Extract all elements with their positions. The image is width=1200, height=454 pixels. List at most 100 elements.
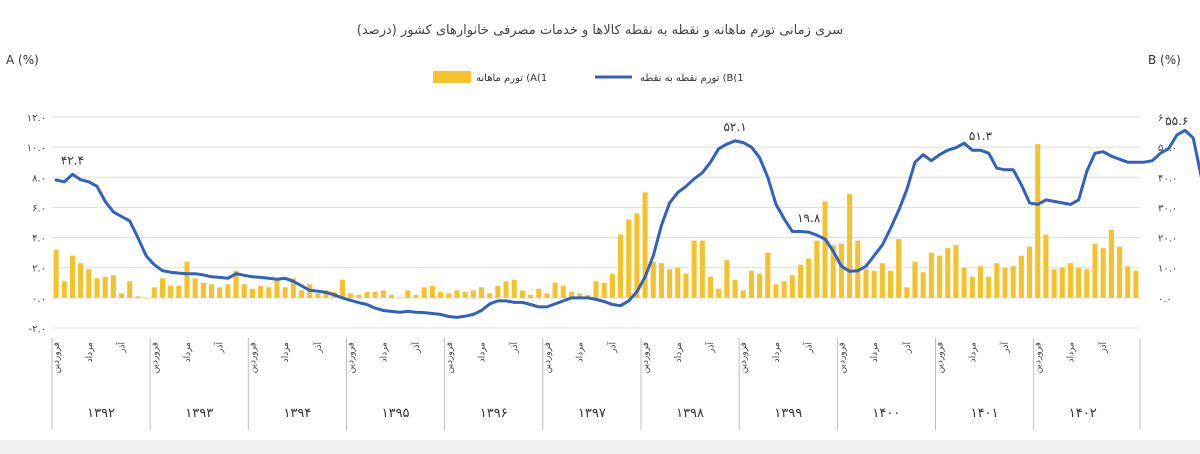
line-point [357, 301, 360, 304]
bar [519, 290, 525, 298]
month-tick-label: فروردین [543, 342, 553, 373]
line-point [55, 179, 57, 181]
line-point [578, 297, 581, 299]
bar [1108, 230, 1114, 298]
bar [994, 263, 1000, 298]
bar [961, 267, 967, 298]
bar [176, 285, 182, 298]
line-point [611, 303, 614, 306]
line-point [96, 185, 98, 188]
month-tick-label: آذر [705, 342, 717, 354]
line-point [497, 300, 499, 302]
year-label: ۱۳۹۷ [578, 406, 606, 421]
bar [127, 281, 133, 298]
line-point [914, 161, 916, 164]
line-point [766, 176, 769, 179]
year-label: ۱۳۹۴ [283, 406, 311, 421]
bar [192, 278, 198, 298]
line-point [88, 181, 90, 183]
month-tick-label: فروردین [150, 342, 160, 373]
line-point [505, 300, 507, 302]
month-tick-label: آذر [901, 342, 913, 354]
month-tick-label: آذر [803, 342, 815, 354]
bar [274, 279, 280, 298]
line-point [1086, 170, 1088, 173]
year-label: ۱۳۹۳ [185, 406, 213, 421]
bar [168, 285, 174, 298]
line-point [758, 156, 761, 159]
line-point [447, 315, 450, 318]
bar [691, 240, 697, 298]
bar [184, 261, 190, 298]
line-point [317, 290, 319, 293]
month-tick-label: فروردین [52, 342, 62, 373]
line-point [243, 274, 246, 277]
bar [1125, 266, 1131, 298]
line-point [554, 303, 556, 305]
line-point [848, 270, 851, 273]
line-point [439, 313, 442, 316]
bar [609, 273, 615, 298]
bar [1092, 243, 1098, 298]
bar [675, 267, 681, 298]
bar [797, 264, 804, 298]
line-point [685, 185, 687, 188]
left-axis-label: A (%) [6, 53, 39, 67]
year-label: ۱۳۹۵ [382, 406, 410, 421]
bar [421, 287, 427, 298]
month-tick-label: مرداد [968, 342, 978, 362]
data-label: ۵۲.۱ [723, 120, 746, 134]
bar [789, 275, 795, 298]
line-point [1176, 134, 1178, 136]
left-axis-ticks: -۲.۰ ۰.۰ ۲.۰ ۴.۰ ۶.۰ ۸.۰ ۱۰.۰ ۱۲.۰ [27, 113, 46, 335]
legend-bar-label: تورم ماهانه (A(1 [476, 73, 547, 84]
line-point [227, 277, 229, 280]
line-point [1004, 168, 1006, 171]
bar [544, 293, 550, 298]
line-point [218, 276, 221, 279]
line-point [398, 311, 401, 314]
bar [405, 290, 411, 298]
line-point [382, 309, 385, 312]
line-point [1036, 203, 1039, 206]
line-point [341, 297, 344, 299]
line-point [537, 306, 540, 308]
bar [225, 284, 231, 298]
month-tick-label: آذر [312, 342, 324, 354]
bar [1100, 248, 1106, 298]
month-tick-label: فروردین [248, 342, 258, 373]
right-axis-label: B (%) [1148, 53, 1181, 67]
left-tick-label: ۱۰.۰ [27, 143, 46, 154]
line-point [946, 149, 949, 151]
bar [1043, 234, 1049, 298]
line-point [415, 311, 417, 314]
month-tick-label: مرداد [379, 342, 389, 362]
line-point [742, 141, 745, 144]
bar [1002, 267, 1008, 298]
bar [53, 249, 59, 298]
bar [577, 293, 583, 298]
month-tick-label: مرداد [85, 342, 95, 362]
line-point [807, 231, 810, 233]
bar [315, 293, 321, 298]
bar [208, 284, 215, 298]
line-point [832, 250, 835, 252]
bar [462, 291, 468, 298]
line-point [513, 301, 515, 304]
line-point [955, 146, 957, 149]
year-label: ۱۳۹۲ [87, 406, 115, 421]
line-point [456, 316, 458, 319]
line-point [177, 272, 180, 274]
line-point [734, 140, 736, 142]
bar [977, 266, 984, 298]
bar [1010, 266, 1016, 298]
line-point [1102, 150, 1104, 153]
bar [1035, 144, 1041, 298]
right-tick-label: ۳۰.۰ [1158, 203, 1177, 214]
chart-title: سری زمانی تورم ماهانه و نقطه به نقطه کال… [357, 23, 843, 38]
bar [896, 239, 902, 298]
month-tick-label: آذر [214, 342, 226, 354]
line-point [1061, 202, 1064, 204]
right-tick-label: ۶۰.۰ [1158, 113, 1177, 124]
line-point [112, 211, 115, 213]
